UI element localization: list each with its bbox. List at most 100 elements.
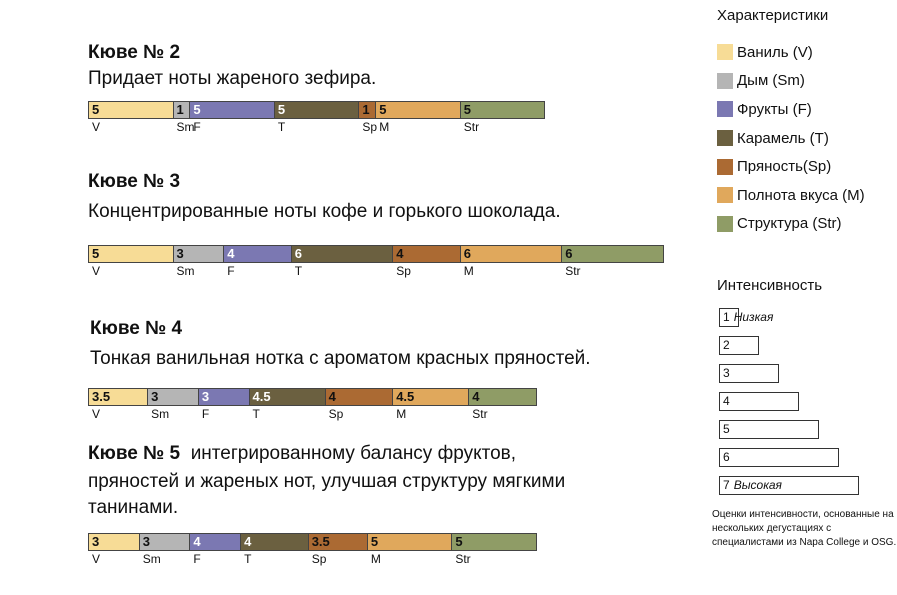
legend-swatch <box>717 187 733 204</box>
intensity-title: Интенсивность <box>717 277 823 294</box>
bar-segment-t: 4 <box>240 533 309 551</box>
cuvee-5-description-2: пряностей и жареных нот, улучшая структу… <box>88 471 566 492</box>
intensity-value: 1 <box>723 310 730 324</box>
category-label-sm: Sm <box>176 264 195 278</box>
category-label-str: Str <box>565 264 581 278</box>
category-label-f: F <box>193 552 201 566</box>
cuvee-5-line-1: Кюве № 5 интегрированному балансу фрукто… <box>88 441 565 467</box>
category-label-str: Str <box>463 120 480 134</box>
bar-value-label: 1 <box>362 102 370 117</box>
category-label-sm: Sm <box>142 552 161 566</box>
category-label-t: T <box>294 264 303 278</box>
bar-value-label: 5 <box>92 102 100 117</box>
legend-label: Дым (Sm) <box>737 72 805 90</box>
intensity-value: 3 <box>723 366 730 380</box>
legend-label: Ваниль (V) <box>737 43 813 61</box>
legend-title: Характеристики <box>717 7 829 24</box>
intensity-level-3: 3 <box>719 364 779 383</box>
legend-item-f: Фрукты (F) <box>717 95 865 124</box>
bar-segment-v: 3 <box>88 533 140 551</box>
bar-value-label: 4 <box>396 246 404 261</box>
legend-swatch <box>717 44 733 61</box>
legend-items: Ваниль (V) Дым (Sm) Фрукты (F) Карамель (T)… <box>717 38 865 238</box>
bar-value-label: 5 <box>463 102 472 117</box>
bar-segment-sm: 3 <box>138 533 191 551</box>
bar-segment-sp: 1 <box>358 101 377 119</box>
bar-value-label: 3.5 <box>92 389 111 404</box>
legend-item-m: Полнота вкуса (M) <box>717 181 865 210</box>
bar-value-label: 4.5 <box>252 389 271 404</box>
category-label-f: F <box>227 264 235 278</box>
intensity-scale: Интенсивность 1 Низкая 2 3 4 5 6 7 Высокая <box>717 276 859 495</box>
legend-swatch <box>717 158 733 175</box>
legend-label: Структура (Str) <box>737 215 842 233</box>
bar-segment-m: 5 <box>375 101 461 119</box>
bar-segment-str: 4 <box>468 388 537 406</box>
intensity-level-5: 5 <box>719 420 819 439</box>
bar-value-label: 3.5 <box>311 534 330 549</box>
bar-segment-str: 6 <box>561 245 664 263</box>
category-label-v: V <box>92 120 101 134</box>
bar-segment-m: 4.5 <box>392 388 470 406</box>
cuvee-3-description: Концентрированные ноты кофе и горького ш… <box>88 201 561 222</box>
bar-value-label: 5 <box>92 246 100 261</box>
cuvee-5-description-3: танинами. <box>88 497 179 518</box>
category-label-t: T <box>277 120 286 134</box>
category-label-m: M <box>463 264 474 278</box>
bar-segment-v: 5 <box>88 245 174 263</box>
category-label-t: T <box>252 407 260 421</box>
legend-swatch <box>717 101 733 118</box>
bar-value-label: 4 <box>227 246 235 261</box>
intensity-level-2: 2 <box>719 336 759 355</box>
category-label-m: M <box>396 407 407 421</box>
legend-label: Фрукты (F) <box>737 100 812 118</box>
cuvee-5-description: интегрированному балансу фруктов, <box>190 443 517 464</box>
bar-value-label: 5 <box>277 102 286 117</box>
intensity-value: 4 <box>723 394 730 408</box>
bar-value-label: 5 <box>370 534 379 549</box>
legend-swatch <box>717 72 733 89</box>
bar-segment-v: 5 <box>88 101 174 119</box>
bar-segment-f: 4 <box>223 245 292 263</box>
cuvee-3-title: Кюве № 3 <box>88 171 181 192</box>
category-label-v: V <box>92 552 101 566</box>
legend-label: Полнота вкуса (M) <box>737 186 865 204</box>
cuvee-4-heading: Кюве № 4 Тонкая ванильная нотка с аромат… <box>90 316 591 372</box>
bar-segment-sm: 1 <box>172 101 191 119</box>
bar-value-label: 3 <box>142 534 150 549</box>
cuvee-2-heading: Кюве № 2 Придает ноты жареного зефира. <box>88 40 376 92</box>
bar-value-label: 4.5 <box>396 389 415 404</box>
bar-value-label: 5 <box>379 102 387 117</box>
category-label-sp: Sp <box>311 552 327 566</box>
bar-segment-v: 3.5 <box>88 388 149 406</box>
bar-value-label: 6 <box>565 246 573 261</box>
intensity-value: 6 <box>723 450 730 464</box>
category-label-sp: Sp <box>396 264 411 278</box>
bar-value-label: 4 <box>472 389 480 404</box>
category-label-f: F <box>201 407 210 421</box>
bar-value-label: 4 <box>328 389 336 404</box>
bar-segment-sp: 4 <box>324 388 394 406</box>
legend-item-str: Структура (Str) <box>717 210 865 239</box>
category-label-m: M <box>370 552 381 566</box>
bar-value-label: 5 <box>193 102 201 117</box>
legend-swatch <box>717 130 733 147</box>
bar-segment-t: 4.5 <box>248 388 326 406</box>
legend: Характеристики Ваниль (V) Дым (Sm) Фрукты … <box>717 6 865 238</box>
bar-value-label: 3 <box>176 246 184 261</box>
bar-segment-sm: 3 <box>147 388 199 406</box>
bar-segment-sm: 3 <box>172 245 225 263</box>
category-label-sm: Sm <box>151 407 170 421</box>
intensity-value: 2 <box>723 338 730 352</box>
category-label-sp: Sp <box>362 120 378 134</box>
intensity-level-7: 7 Высокая <box>719 476 859 495</box>
cuvee-5-title: Кюве № 5 <box>88 443 181 464</box>
cuvee-5-heading: Кюве № 5 интегрированному балансу фрукто… <box>88 441 565 521</box>
bar-segment-t: 6 <box>290 245 394 263</box>
category-label-v: V <box>92 264 101 278</box>
legend-item-v: Ваниль (V) <box>717 38 865 67</box>
intensity-level-4: 4 <box>719 392 799 411</box>
footnote: Оценки интенсивности, основанные на неск… <box>712 509 897 548</box>
cuvee-2-description: Придает ноты жареного зефира. <box>88 68 377 89</box>
bar-value-label: 3 <box>92 534 100 549</box>
